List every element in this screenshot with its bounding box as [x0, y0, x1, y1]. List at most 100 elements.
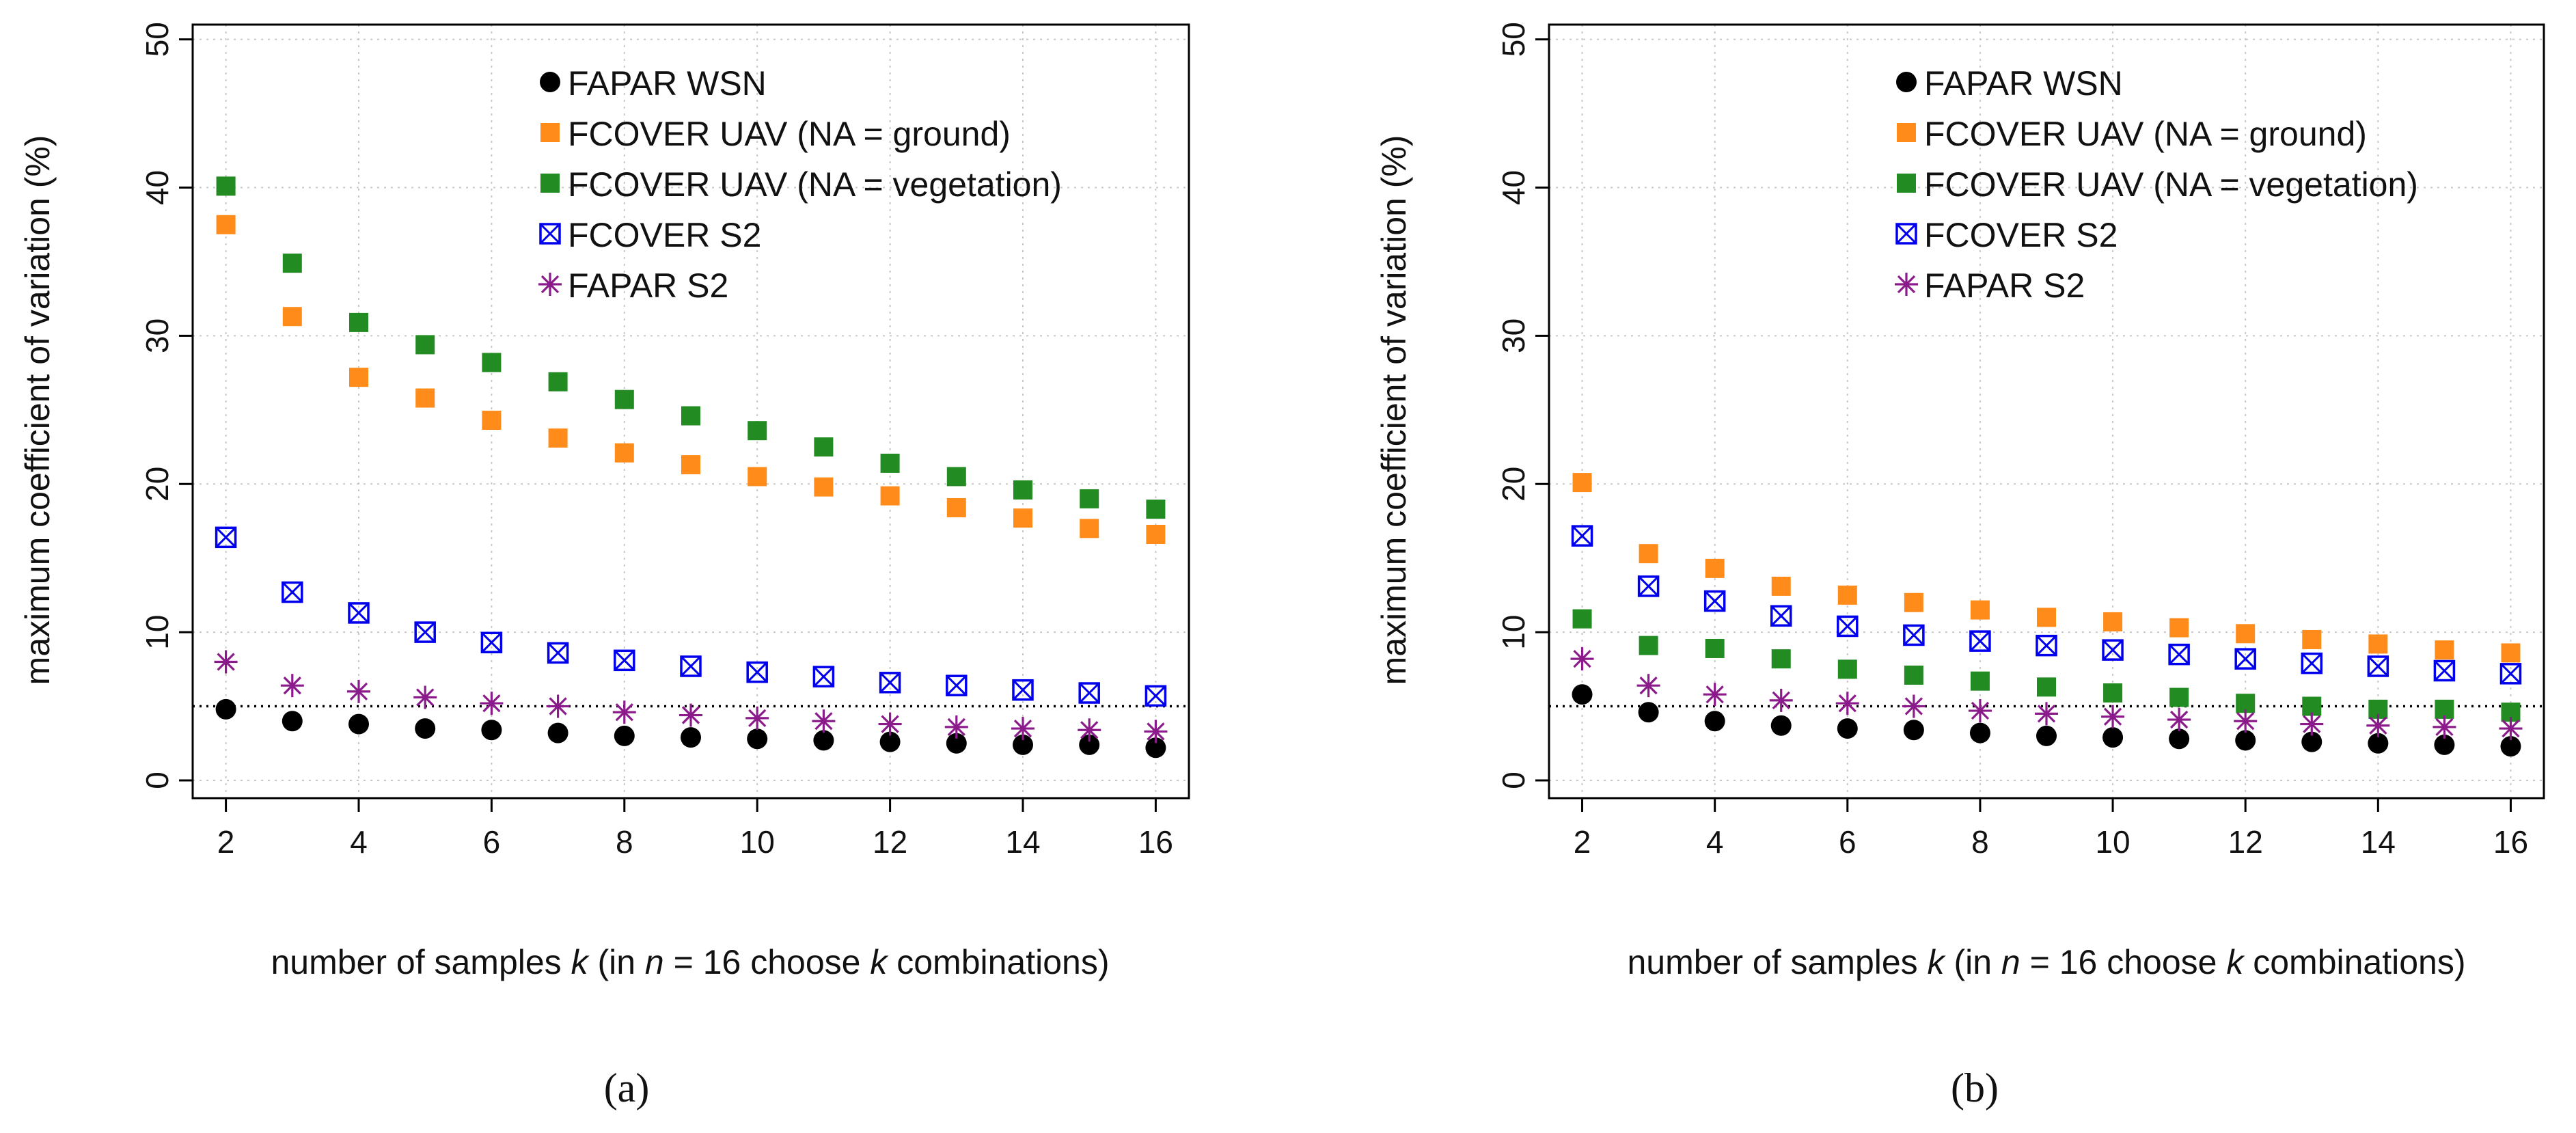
- chart-a-series-2-point-9-shape: [681, 406, 700, 426]
- chart-b-series-4: [1570, 647, 2523, 741]
- chart-b-series-1-point-14-shape: [2368, 634, 2388, 654]
- chart-b-series-4-point-3: [1636, 674, 1660, 698]
- chart-a-series-0-point-16-shape: [1145, 737, 1166, 759]
- chart-b-series-0-point-11: [2169, 728, 2190, 750]
- chart-b-series-0: [1572, 684, 2521, 757]
- chart-b-series-3-point-3-cross-2: [1638, 575, 1659, 597]
- chart-a-x-tick-label-14: 14: [1005, 824, 1040, 860]
- chart-a-svg: number of samples k (in n = 16 choose k …: [18, 22, 1190, 1110]
- chart-a-series-2-point-6: [482, 353, 502, 372]
- chart-b-legend-marker-1-shape: [1897, 123, 1916, 142]
- chart-a-legend-marker-3: [539, 223, 561, 245]
- chart-a-series-3-point-11-cross-2: [813, 666, 834, 687]
- chart-b-series-0-point-10-shape: [2102, 727, 2124, 748]
- chart-b-series-1-point-8: [1970, 600, 1990, 620]
- chart-a-series-3-point-9-cross-2: [680, 655, 702, 677]
- chart-a-series-4-point-15-arm-4: [1080, 721, 1099, 739]
- chart-a-series-0-point-5: [415, 718, 436, 739]
- chart-b-series-0-point-7: [1903, 720, 1924, 741]
- chart-a-series-3-point-4-cross-2: [348, 602, 370, 623]
- chart-b-series-3-point-4-cross-2: [1704, 590, 1725, 612]
- chart-a-series-3-point-16-cross-2: [1145, 685, 1166, 707]
- chart-b-series-3-point-2-cross-2: [1572, 525, 1593, 547]
- chart-a-series-4-point-7: [546, 694, 570, 718]
- chart-a-legend-marker-3-cross-2: [539, 223, 561, 245]
- chart-b-series-1-point-9: [2037, 608, 2056, 627]
- chart-b-legend-marker-1: [1897, 123, 1916, 142]
- chart-a-series-1-point-3: [282, 307, 302, 327]
- chart-a-x-tick-label-4: 4: [350, 824, 368, 860]
- chart-a-series-2-point-10: [748, 421, 767, 441]
- chart-a-series-3-point-10: [746, 661, 768, 683]
- chart-a-series-4-point-9-arm-4: [681, 706, 700, 724]
- chart-a-series-3-point-7-cross-2: [547, 642, 568, 664]
- chart-b-series-4-point-15: [2433, 715, 2456, 739]
- chart-a-series-0-point-2: [215, 698, 236, 720]
- chart-a-y-axis: 0 10 20 30 40 50: [139, 22, 193, 789]
- chart-b-series-4-point-4: [1703, 683, 1727, 707]
- chart-a-series-0-point-7: [547, 722, 568, 743]
- chart-b-series-1-point-7-shape: [1904, 592, 1923, 612]
- chart-b-series-1-point-15-shape: [2435, 640, 2454, 660]
- chart-a-x-tick-label-6: 6: [483, 824, 501, 860]
- chart-b-series-4-point-7: [1902, 694, 1926, 718]
- chart-a-series-1-point-10-shape: [748, 467, 767, 487]
- chart-b-series-1-point-6: [1837, 585, 1857, 605]
- chart-a-series-3-point-5-box: [414, 621, 436, 643]
- chart-b-series-3-point-7-box: [1903, 624, 1925, 646]
- chart-b-series-2-point-8: [1970, 671, 1990, 691]
- chart-b-series-1-point-7: [1904, 592, 1923, 612]
- chart-b-series-4-point-9: [2035, 702, 2058, 726]
- chart-b-series-0-point-6: [1837, 718, 1858, 739]
- chart-b-y-tick-label-20: 20: [1496, 467, 1531, 502]
- chart-a-series-4-point-2-arm-4: [217, 653, 235, 671]
- chart-a-series-1-point-8-shape: [614, 443, 634, 463]
- chart-a-series-2-point-2-shape: [216, 176, 236, 196]
- chart-a-series-0-point-15: [1079, 734, 1100, 755]
- chart-b-series-4-point-2: [1570, 647, 1594, 671]
- chart-b-series-2-point-5-shape: [1771, 649, 1791, 669]
- chart-a-series-3-point-3: [282, 581, 303, 603]
- chart-b-series-2-point-9: [2037, 677, 2056, 697]
- chart-a-series-0-point-10-shape: [747, 728, 768, 750]
- chart-a-series-0-point-12-shape: [879, 731, 901, 752]
- chart-a-series-2-point-8: [614, 390, 634, 409]
- chart-b-series-3-point-8: [1969, 630, 1991, 652]
- chart-b-legend-marker-3-cross-2: [1895, 223, 1917, 245]
- chart-a-series-4-point-10-arm-4: [748, 709, 767, 728]
- chart-b-series-3-point-9-box: [2036, 634, 2057, 657]
- chart-b-series-1-point-14: [2368, 634, 2388, 654]
- chart-b-series-2-point-7: [1904, 666, 1923, 685]
- chart-a-y-tick-label-20: 20: [139, 467, 175, 502]
- chart-b-x-tick-label-4: 4: [1706, 824, 1724, 860]
- chart-b-y-axis: 0 10 20 30 40 50: [1496, 22, 1549, 789]
- chart-b-series-2-point-9-shape: [2037, 677, 2056, 697]
- chart-a-series-3-point-15-box: [1078, 682, 1100, 704]
- chart-a-series-4-point-15: [1078, 718, 1101, 742]
- chart-b-series-1-point-6-shape: [1837, 585, 1857, 605]
- chart-a-series-3-point-12-box: [879, 672, 901, 694]
- chart-a-series-3-point-2-box: [215, 526, 237, 549]
- chart-a-series-0-point-11-shape: [813, 730, 834, 751]
- chart-b-series-0-point-6-shape: [1837, 718, 1858, 739]
- chart-b-series-0-point-14: [2368, 733, 2389, 754]
- chart-a-series-4-point-11: [812, 709, 836, 733]
- chart-b-series-2-point-6-shape: [1837, 659, 1857, 679]
- chart-a-series-1-point-2-shape: [216, 215, 236, 234]
- chart-b-series-3-point-12-cross-2: [2235, 649, 2256, 670]
- chart-b-series-0-point-9-shape: [2036, 725, 2057, 746]
- chart-a-series-1-point-15-shape: [1080, 519, 1099, 538]
- chart-b-series-3-point-14-cross-2: [2368, 655, 2389, 677]
- chart-b-series-1-point-15: [2435, 640, 2454, 660]
- chart-a-series-0-point-6: [481, 720, 502, 741]
- chart-b-series-3-point-11: [2168, 643, 2190, 666]
- chart-b-series-2-point-3: [1639, 636, 1658, 655]
- chart-a-series-2-point-11: [814, 437, 834, 457]
- chart-b-series-3-point-7: [1903, 624, 1925, 646]
- chart-a-series-3-point-13-cross-2: [946, 675, 967, 696]
- chart-a-series-1-point-13-shape: [946, 497, 966, 517]
- chart-b-series-3-point-4: [1703, 590, 1726, 612]
- chart-a-series-2-point-5: [415, 335, 435, 355]
- chart-a-series-1-point-2: [216, 215, 236, 234]
- chart-b-series-4-point-2-arm-4: [1573, 650, 1591, 668]
